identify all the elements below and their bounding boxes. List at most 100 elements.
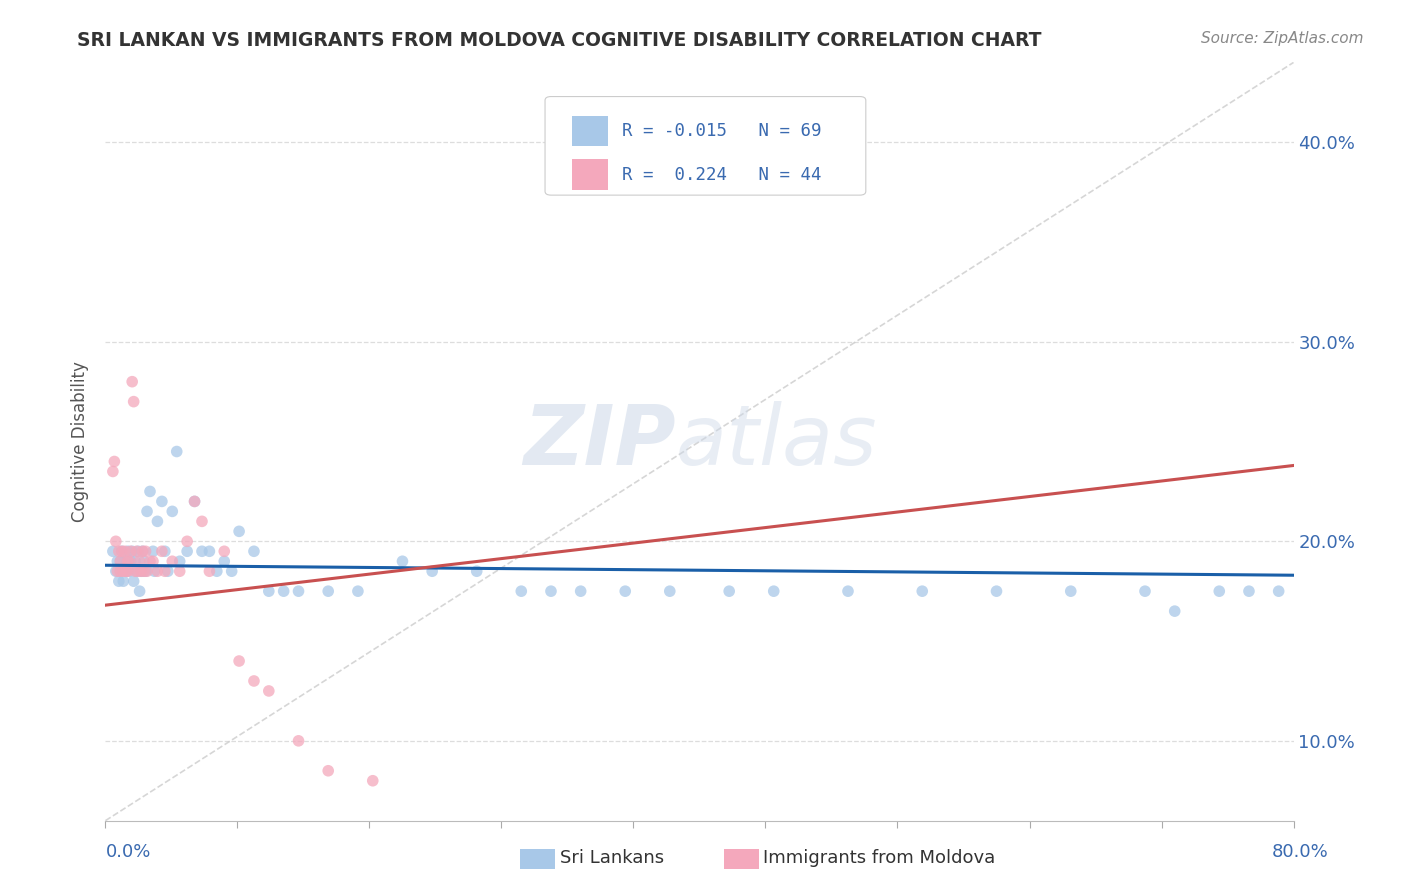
- Point: [316, 584, 339, 599]
- Point: [112, 574, 135, 589]
- Point: [156, 564, 179, 578]
- Point: [136, 564, 159, 578]
- Point: [1133, 584, 1156, 599]
- FancyBboxPatch shape: [572, 116, 607, 145]
- Point: [911, 584, 934, 599]
- Point: [121, 375, 143, 389]
- Point: [114, 544, 136, 558]
- Point: [117, 544, 139, 558]
- Point: [124, 554, 146, 568]
- Point: [176, 544, 198, 558]
- Point: [143, 564, 166, 578]
- Point: [228, 654, 250, 668]
- Point: [287, 584, 309, 599]
- Point: [139, 554, 162, 568]
- Point: [108, 544, 131, 558]
- Point: [142, 544, 165, 558]
- Point: [162, 504, 184, 518]
- Point: [214, 544, 236, 558]
- Point: [361, 773, 384, 788]
- Point: [391, 554, 413, 568]
- Point: [243, 544, 266, 558]
- Point: [117, 564, 139, 578]
- Point: [120, 544, 142, 558]
- Text: atlas: atlas: [676, 401, 877, 482]
- Point: [162, 554, 184, 568]
- Point: [718, 584, 741, 599]
- Point: [101, 465, 124, 479]
- Point: [198, 564, 221, 578]
- Point: [111, 544, 134, 558]
- Point: [118, 554, 141, 568]
- Point: [117, 554, 139, 568]
- Text: Source: ZipAtlas.com: Source: ZipAtlas.com: [1201, 31, 1364, 46]
- Text: 80.0%: 80.0%: [1272, 843, 1329, 861]
- Text: R = -0.015   N = 69: R = -0.015 N = 69: [623, 121, 821, 140]
- Point: [121, 544, 143, 558]
- Point: [146, 564, 169, 578]
- Point: [131, 544, 153, 558]
- Point: [1164, 604, 1187, 618]
- Point: [103, 454, 125, 468]
- Point: [1237, 584, 1260, 599]
- Point: [221, 564, 243, 578]
- Point: [128, 554, 150, 568]
- Point: [191, 514, 214, 528]
- Point: [150, 544, 173, 558]
- Point: [110, 554, 132, 568]
- Point: [986, 584, 1008, 599]
- Point: [420, 564, 443, 578]
- Point: [132, 564, 155, 578]
- Point: [183, 494, 205, 508]
- Point: [122, 394, 145, 409]
- Point: [129, 564, 152, 578]
- Point: [112, 564, 135, 578]
- Point: [139, 484, 162, 499]
- Point: [142, 554, 165, 568]
- Point: [153, 544, 176, 558]
- Point: [118, 564, 141, 578]
- Text: Sri Lankans: Sri Lankans: [560, 849, 664, 867]
- Point: [837, 584, 859, 599]
- Point: [169, 564, 191, 578]
- Point: [122, 574, 145, 589]
- Point: [128, 584, 150, 599]
- Text: ZIP: ZIP: [523, 401, 676, 482]
- Point: [135, 544, 157, 558]
- Point: [658, 584, 681, 599]
- Point: [105, 554, 128, 568]
- Point: [115, 564, 138, 578]
- Point: [111, 544, 134, 558]
- Point: [1267, 584, 1289, 599]
- Point: [540, 584, 562, 599]
- Point: [104, 564, 127, 578]
- Point: [125, 564, 148, 578]
- Point: [191, 544, 214, 558]
- Point: [169, 554, 191, 568]
- Point: [510, 584, 533, 599]
- Point: [146, 514, 169, 528]
- Point: [114, 554, 136, 568]
- Point: [124, 564, 146, 578]
- Point: [205, 564, 228, 578]
- Point: [115, 564, 138, 578]
- Point: [131, 564, 153, 578]
- Point: [110, 564, 132, 578]
- Point: [135, 564, 157, 578]
- Text: Immigrants from Moldova: Immigrants from Moldova: [763, 849, 995, 867]
- Point: [762, 584, 785, 599]
- Text: R =  0.224   N = 44: R = 0.224 N = 44: [623, 166, 821, 184]
- Point: [465, 564, 488, 578]
- Point: [228, 524, 250, 539]
- Point: [569, 584, 592, 599]
- Point: [117, 554, 139, 568]
- Point: [1060, 584, 1083, 599]
- FancyBboxPatch shape: [572, 160, 607, 190]
- Point: [131, 544, 153, 558]
- Point: [125, 544, 148, 558]
- Point: [105, 564, 128, 578]
- Point: [614, 584, 637, 599]
- Point: [127, 544, 149, 558]
- Point: [136, 504, 159, 518]
- Point: [153, 564, 176, 578]
